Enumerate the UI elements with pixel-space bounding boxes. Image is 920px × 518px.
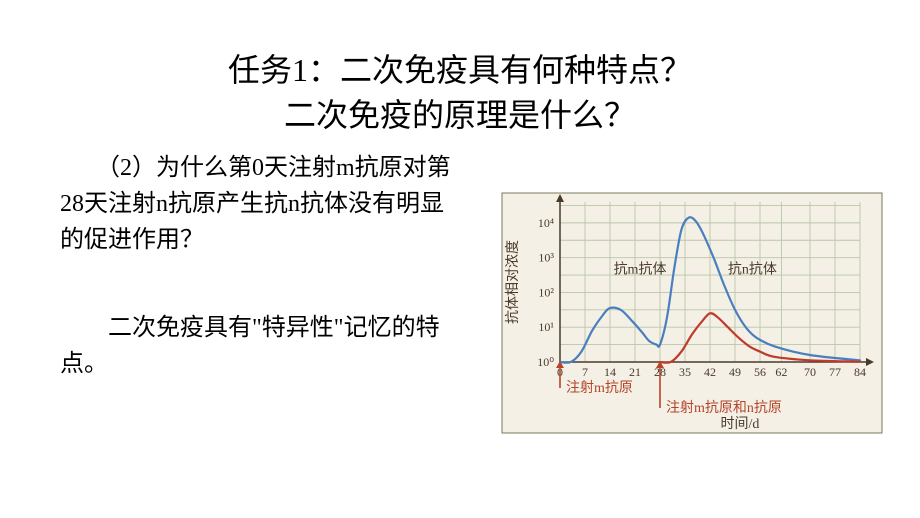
svg-text:10⁴: 10⁴ xyxy=(538,216,554,230)
svg-text:10¹: 10¹ xyxy=(538,320,554,334)
svg-text:77: 77 xyxy=(829,365,841,379)
svg-text:62: 62 xyxy=(775,365,787,379)
svg-text:抗n抗体: 抗n抗体 xyxy=(728,261,777,277)
svg-text:10⁰: 10⁰ xyxy=(537,355,554,369)
svg-text:14: 14 xyxy=(604,365,616,379)
svg-text:注射m抗原: 注射m抗原 xyxy=(566,380,633,396)
svg-text:56: 56 xyxy=(754,365,766,379)
svg-text:35: 35 xyxy=(679,365,691,379)
svg-text:10³: 10³ xyxy=(538,251,554,265)
svg-text:抗体相对浓度: 抗体相对浓度 xyxy=(505,240,521,324)
svg-text:49: 49 xyxy=(729,365,741,379)
svg-text:注射m抗原和n抗原: 注射m抗原和n抗原 xyxy=(666,400,782,416)
title-line1: 任务1：二次免疫具有何种特点？ xyxy=(0,48,920,93)
immunity-chart: 07142128354249566270778410⁰10¹10²10³10⁴抗… xyxy=(495,190,890,460)
svg-text:时间/d: 时间/d xyxy=(721,416,760,432)
svg-text:7: 7 xyxy=(582,365,588,379)
svg-text:84: 84 xyxy=(854,365,866,379)
title-line2: 二次免疫的原理是什么？ xyxy=(0,93,920,138)
svg-text:42: 42 xyxy=(704,365,716,379)
svg-text:抗m抗体: 抗m抗体 xyxy=(614,261,667,277)
svg-text:21: 21 xyxy=(629,365,641,379)
question-text: （2）为什么第0天注射m抗原对第28天注射n抗原产生抗n抗体没有明显的促进作用？ xyxy=(60,150,460,258)
answer-text: 二次免疫具有"特异性"记忆的特点。 xyxy=(60,310,460,382)
svg-text:10²: 10² xyxy=(538,285,554,299)
svg-text:70: 70 xyxy=(804,365,816,379)
